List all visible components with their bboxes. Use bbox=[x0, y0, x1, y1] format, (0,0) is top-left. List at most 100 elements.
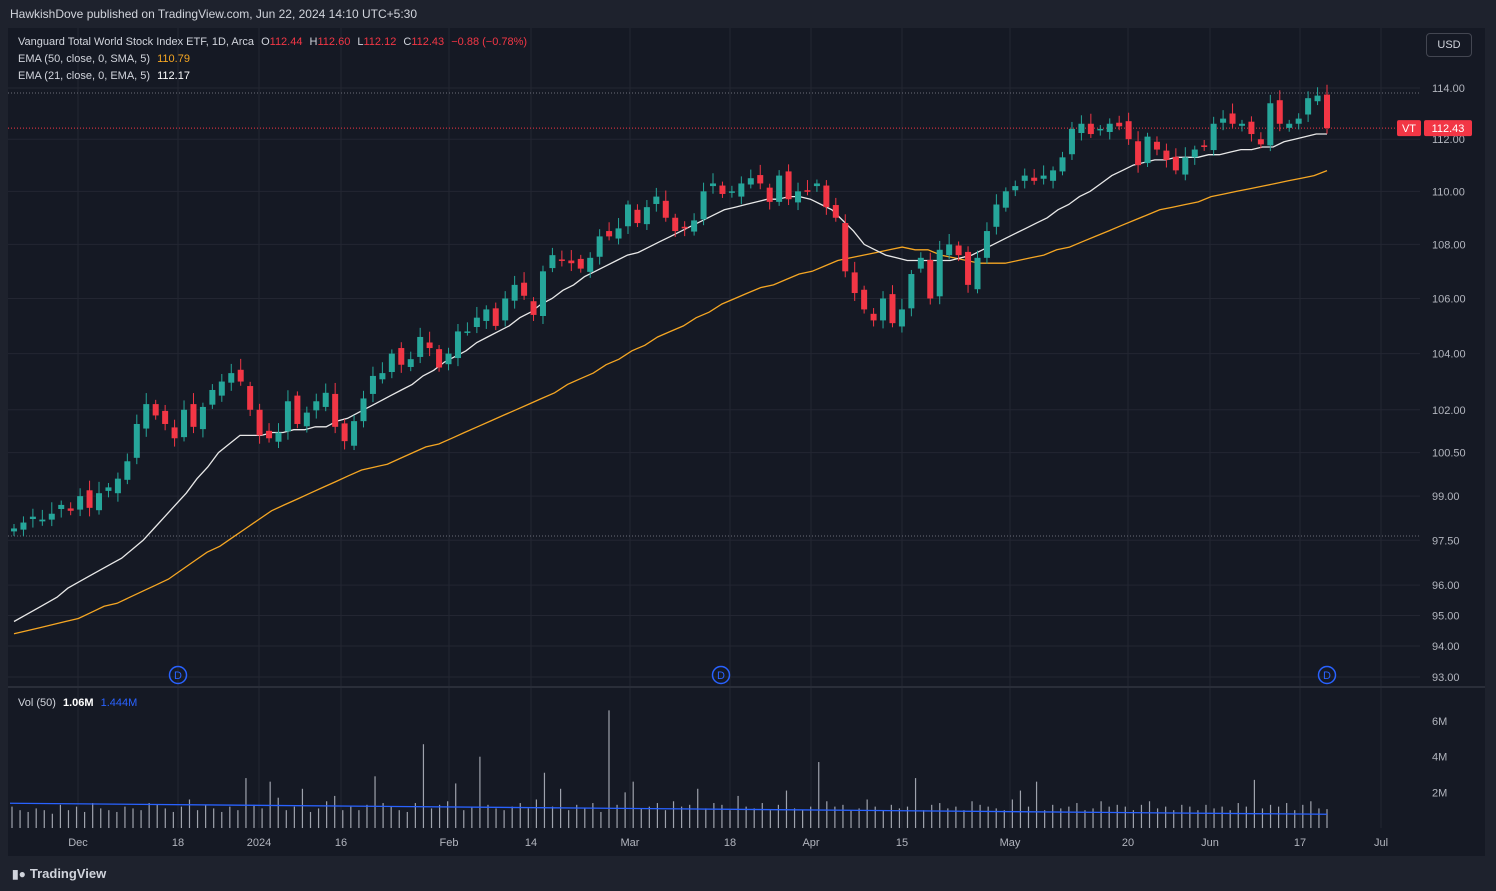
candle-body bbox=[67, 508, 74, 511]
candle-body bbox=[199, 406, 206, 430]
candles bbox=[11, 84, 1330, 537]
ema21-value: 112.17 bbox=[157, 70, 190, 82]
volume-ma-line bbox=[9, 802, 1328, 815]
vol-tick-label: 6M bbox=[1432, 716, 1447, 728]
candle-body bbox=[681, 226, 688, 229]
ema50-label: EMA (50, close, 0, SMA, 5) bbox=[18, 53, 151, 65]
tradingview-logo[interactable]: ▮● TradingView bbox=[12, 866, 107, 881]
ema21-line bbox=[13, 133, 1327, 623]
candle-body bbox=[1153, 141, 1160, 150]
publish-info: HawkishDove published on TradingView.com… bbox=[10, 7, 418, 21]
candle-body bbox=[1191, 149, 1198, 158]
y-tick-label: 100.50 bbox=[1432, 448, 1466, 460]
candle-body bbox=[898, 309, 905, 327]
x-tick-label: 2024 bbox=[247, 837, 271, 849]
ema21-path bbox=[13, 133, 1327, 623]
candle-body bbox=[757, 175, 764, 184]
candle-body bbox=[672, 217, 679, 232]
candle-body bbox=[1210, 123, 1217, 151]
candle-body bbox=[700, 191, 707, 220]
symbol-name[interactable]: Vanguard Total World Stock Index ETF, 1D… bbox=[18, 36, 255, 48]
x-tick-label: 16 bbox=[335, 837, 347, 849]
candle-body bbox=[1305, 98, 1312, 115]
candle-body bbox=[1201, 145, 1208, 147]
candle-body bbox=[275, 432, 282, 442]
dividend-marker: D bbox=[711, 665, 731, 685]
axes: 114.00 112.00 110.00 108.00 106.00 104.00 102.… bbox=[68, 83, 1472, 849]
y-tick-label: 95.00 bbox=[1432, 610, 1460, 622]
bottom-bar bbox=[0, 856, 1496, 891]
candle-body bbox=[77, 496, 84, 510]
currency-button[interactable]: USD bbox=[1426, 33, 1472, 57]
candle-body bbox=[190, 404, 197, 427]
dividend-label: D bbox=[717, 670, 725, 682]
candle-body bbox=[653, 196, 660, 204]
candle-body bbox=[776, 175, 783, 202]
candle-body bbox=[124, 461, 131, 480]
candle-body bbox=[284, 401, 291, 432]
candle-body bbox=[747, 178, 754, 185]
candle-body bbox=[1031, 177, 1038, 181]
vol-value: 1.06M bbox=[62, 697, 94, 709]
candle-body bbox=[388, 353, 395, 373]
candle-body bbox=[1116, 122, 1123, 127]
candle-body bbox=[256, 409, 263, 436]
dividend-marker: D bbox=[168, 665, 188, 685]
x-tick-label: Jun bbox=[1201, 837, 1219, 849]
candle-body bbox=[1144, 136, 1151, 164]
y-tick-label: 94.00 bbox=[1432, 641, 1460, 653]
candle-body bbox=[1267, 103, 1274, 146]
candle-body bbox=[804, 190, 811, 192]
candle-body bbox=[908, 274, 915, 309]
x-tick-label: 20 bbox=[1122, 837, 1134, 849]
candle-body bbox=[955, 245, 962, 256]
volume-bars bbox=[9, 710, 1328, 828]
legend-row-ema50[interactable]: EMA (50, close, 0, SMA, 5) 110.79 bbox=[18, 53, 194, 65]
candle-body bbox=[1068, 128, 1075, 155]
candle-body bbox=[1040, 175, 1047, 179]
candle-body bbox=[1220, 118, 1227, 123]
candle-body bbox=[351, 421, 358, 446]
candle-body bbox=[464, 331, 471, 333]
y-tick-label: 97.50 bbox=[1432, 535, 1460, 547]
candle-body bbox=[965, 251, 972, 285]
x-tick-label: 18 bbox=[172, 837, 184, 849]
legend-row-ema21[interactable]: EMA (21, close, 0, EMA, 5) 112.17 bbox=[18, 70, 194, 82]
candle-body bbox=[1078, 123, 1085, 134]
candle-body bbox=[728, 191, 735, 193]
chart-panel[interactable] bbox=[8, 28, 1485, 856]
candle-body bbox=[832, 205, 839, 218]
candle-body bbox=[615, 228, 622, 239]
candle-body bbox=[1012, 186, 1019, 191]
candle-body bbox=[332, 393, 339, 427]
candle-body bbox=[303, 412, 310, 427]
y-tick-label: 106.00 bbox=[1432, 293, 1466, 305]
candle-body bbox=[851, 272, 858, 294]
high-value: 112.60 bbox=[317, 36, 351, 48]
candle-body bbox=[1021, 175, 1028, 181]
candle-body bbox=[341, 423, 348, 442]
candle-body bbox=[237, 369, 244, 382]
candle-body bbox=[445, 353, 452, 365]
legend-row-volume[interactable]: Vol (50) 1.06M 1.444M bbox=[18, 697, 141, 709]
y-tick-label: 110.00 bbox=[1432, 186, 1465, 198]
dividend-label: D bbox=[1323, 670, 1331, 682]
candle-body bbox=[823, 185, 830, 208]
candle-body bbox=[521, 282, 528, 296]
candle-body bbox=[596, 236, 603, 257]
candle-body bbox=[719, 185, 726, 194]
candle-body bbox=[162, 410, 169, 424]
candle-body bbox=[530, 301, 537, 315]
candle-body bbox=[785, 171, 792, 200]
vol-tick-label: 4M bbox=[1432, 752, 1447, 764]
candle-body bbox=[379, 373, 386, 380]
candle-body bbox=[861, 289, 868, 310]
candle-body bbox=[181, 409, 188, 438]
candle-body bbox=[577, 258, 584, 269]
candle-body bbox=[549, 255, 556, 269]
candle-body bbox=[1002, 191, 1009, 208]
candle-body bbox=[870, 313, 877, 321]
candle-body bbox=[946, 244, 953, 256]
candle-body bbox=[880, 298, 887, 321]
